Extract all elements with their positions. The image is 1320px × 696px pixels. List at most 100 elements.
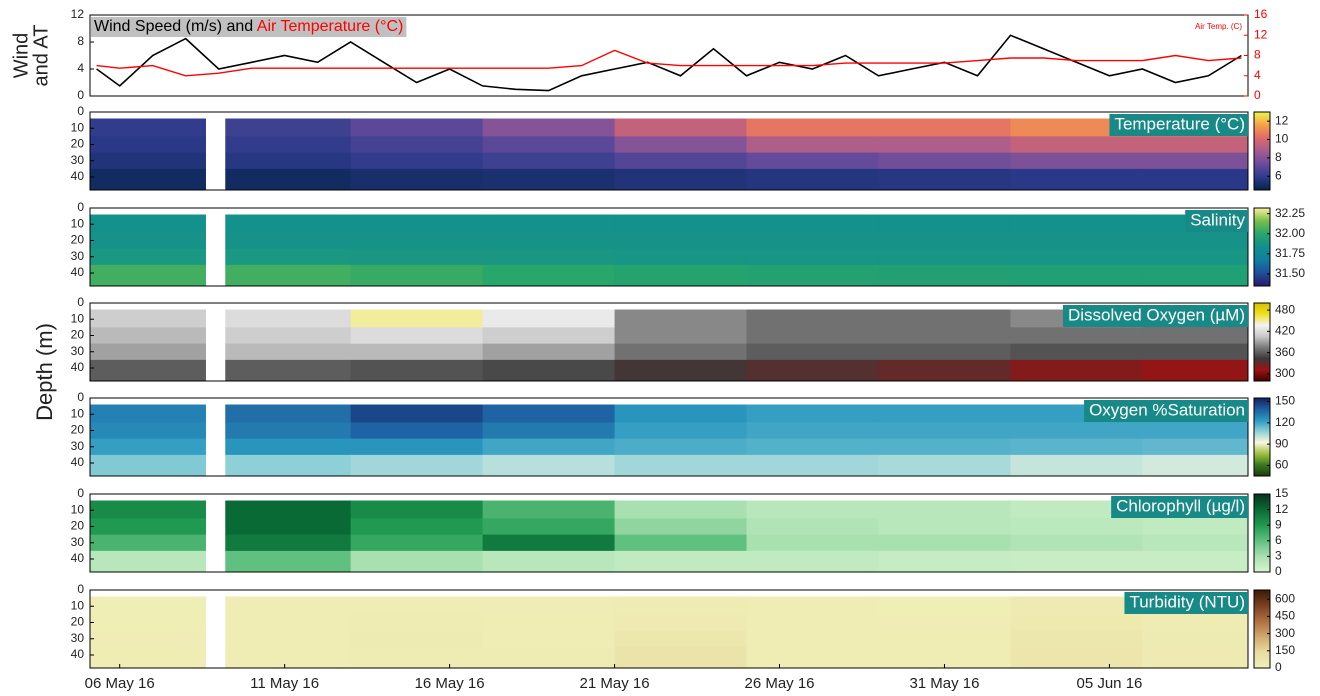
colorbar-tick-label: 3 [1275, 549, 1282, 563]
heatmap-cell [225, 630, 352, 648]
y-tick-label: 10 [71, 502, 85, 516]
panel-title: Oxygen %Saturation [1089, 400, 1245, 419]
heatmap-cell [90, 136, 206, 154]
panel-title: Temperature (°C) [1114, 114, 1245, 133]
colorbar-tick-label: 0 [1275, 564, 1282, 578]
heatmap-cell [482, 534, 616, 552]
heatmap-cell [614, 614, 748, 632]
heatmap-cell [878, 152, 1011, 170]
heatmap-cell [350, 264, 484, 287]
heatmap-cell [350, 630, 484, 648]
heatmap-cell [350, 596, 484, 615]
x-tick-label: 16 May 16 [415, 675, 485, 692]
colorbar [1253, 207, 1271, 287]
heatmap-cell [1142, 327, 1249, 345]
colorbar-tick-label: 360 [1275, 345, 1295, 359]
heatmap-cell [90, 550, 206, 573]
heatmap-cell [746, 327, 879, 345]
heatmap-cell [1142, 518, 1249, 536]
heatmap-cell [746, 232, 879, 250]
colorbar-tick-label: 150 [1275, 394, 1295, 408]
heatmap-cell [1010, 232, 1143, 250]
y2-tick-label: 4 [1254, 68, 1261, 82]
y-tick-label: 30 [71, 153, 85, 167]
heatmap-cell [746, 152, 879, 170]
y-tick-label: 40 [71, 647, 85, 661]
colorbar [1253, 397, 1271, 477]
heatmap-cell [1010, 214, 1143, 233]
heatmap-cell [1142, 152, 1249, 170]
heatmap-cell [614, 438, 748, 456]
y-tick-label: 0 [77, 88, 84, 102]
heatmap-cell [1010, 518, 1143, 536]
heatmap-cell [90, 454, 206, 477]
heatmap-cell [90, 309, 206, 328]
heatmap-cell [1010, 438, 1143, 456]
colorbar-tick-label: 300 [1275, 366, 1295, 380]
heatmap-cell [878, 614, 1011, 632]
y-tick-label: 30 [71, 439, 85, 453]
y-tick-label: 10 [71, 406, 85, 420]
heatmap-cell [225, 359, 352, 382]
x-tick-label: 31 May 16 [909, 675, 979, 692]
heatmap-cell [350, 646, 484, 669]
heatmap-cell [90, 118, 206, 137]
heatmap-cell [746, 500, 879, 519]
heatmap-cell [1142, 630, 1249, 648]
heatmap-cell [90, 327, 206, 345]
heatmap-cell [1142, 646, 1249, 669]
heatmap-cell [482, 500, 616, 519]
heatmap-cell [746, 248, 879, 266]
heatmap-cell [225, 264, 352, 287]
heatmap-cell [1010, 359, 1143, 382]
heatmap-cell [225, 614, 352, 632]
heatmap-cell [90, 646, 206, 669]
heatmap-cell [1142, 550, 1249, 573]
heatmap-cell [1010, 343, 1143, 361]
y-tick-label: 40 [71, 265, 85, 279]
title-part: Wind Speed (m/s) [94, 18, 222, 35]
heatmap-cell [1010, 596, 1143, 615]
title-background [91, 17, 407, 37]
colorbar [1253, 589, 1271, 669]
heatmap-cell [878, 404, 1011, 423]
heatmap-cell [350, 404, 484, 423]
heatmap-cell [90, 518, 206, 536]
colorbar-tick-label: 420 [1275, 324, 1295, 338]
heatmap-cell [482, 404, 616, 423]
heatmap-cell [225, 550, 352, 573]
heatmap-cell [90, 359, 206, 382]
heatmap-cell [225, 534, 352, 552]
colorbar-tick-label: 12 [1275, 502, 1289, 516]
y-tick-label: 20 [71, 519, 85, 533]
heatmap-cell [350, 136, 484, 154]
heatmap-cell [482, 309, 616, 328]
y-tick-label: 0 [77, 200, 84, 214]
heatmap-cell [225, 232, 352, 250]
colorbar-tick-label: 6 [1275, 533, 1282, 547]
heatmap-cell [482, 359, 616, 382]
title-background [1124, 592, 1248, 614]
heatmap-cell [1010, 550, 1143, 573]
heatmap-cell [1142, 168, 1249, 191]
heatmap-cell [90, 404, 206, 423]
heatmap-cell [225, 343, 352, 361]
colorbar-tick-label: 150 [1275, 643, 1295, 657]
y-tick-label: 20 [71, 423, 85, 437]
heatmap-cell [90, 500, 206, 519]
y-tick-label: 40 [71, 169, 85, 183]
title-part: Air Temperature (°C) [257, 18, 404, 35]
heatmap-cell [614, 596, 748, 615]
heatmap-cell [225, 454, 352, 477]
y-tick-label: 20 [71, 328, 85, 342]
heatmap-cell [90, 534, 206, 552]
heatmap-cell [350, 309, 484, 328]
heatmap-cell [878, 646, 1011, 669]
heatmap-cell [614, 327, 748, 345]
heatmap-cell [225, 404, 352, 423]
heatmap-cell [90, 438, 206, 456]
heatmap-cell [482, 438, 616, 456]
heatmap-cell [225, 152, 352, 170]
